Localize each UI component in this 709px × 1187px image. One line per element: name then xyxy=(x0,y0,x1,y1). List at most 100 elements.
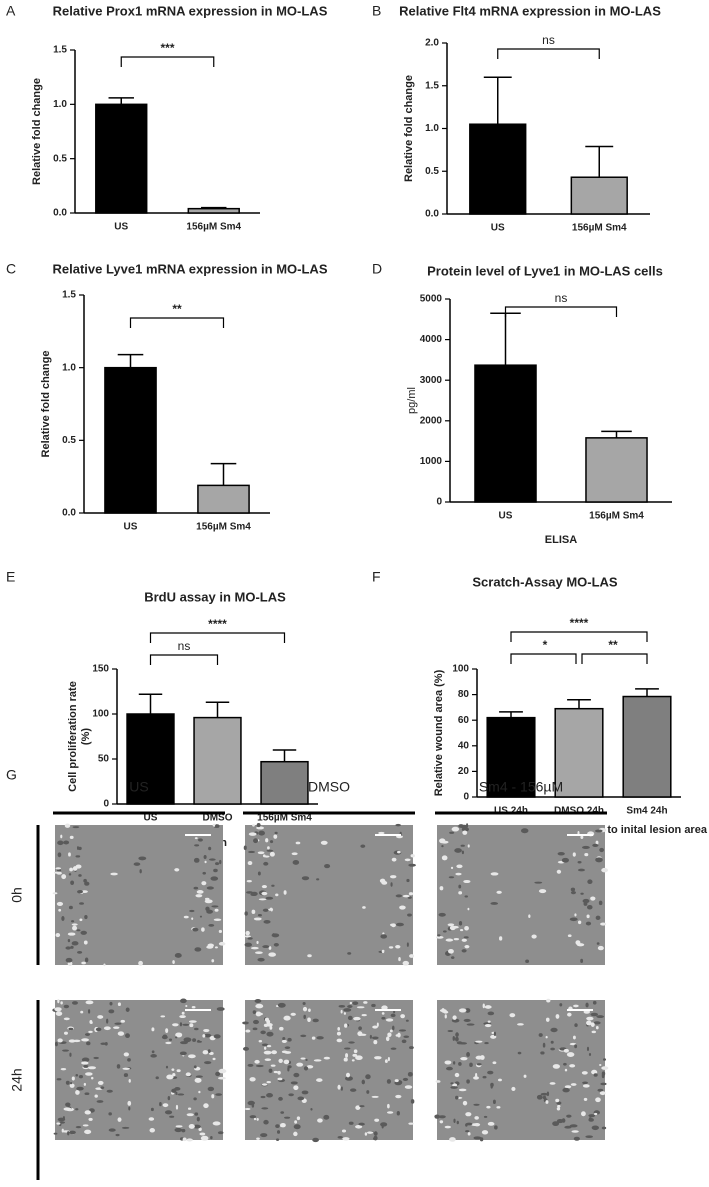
cell xyxy=(486,1105,491,1109)
cell xyxy=(56,1122,61,1125)
cell xyxy=(91,1076,94,1080)
cell xyxy=(83,1082,87,1086)
cell xyxy=(106,1089,113,1093)
bar xyxy=(622,695,672,798)
cell xyxy=(597,1088,604,1092)
cell xyxy=(296,1116,301,1121)
cell xyxy=(396,1111,400,1116)
cell xyxy=(252,1027,258,1031)
cell xyxy=(65,1102,71,1107)
cell xyxy=(284,1051,292,1054)
cell xyxy=(272,933,275,936)
cell xyxy=(592,1000,597,1005)
cell xyxy=(194,844,200,847)
cell xyxy=(189,909,195,913)
cell xyxy=(552,1121,560,1127)
x-tick-label: US xyxy=(491,223,505,234)
y-tick-label: 0.0 xyxy=(425,209,439,220)
cell xyxy=(139,869,142,874)
cell xyxy=(574,913,577,917)
cell xyxy=(83,940,88,945)
cell xyxy=(266,849,274,852)
cell xyxy=(347,952,352,955)
cell xyxy=(465,1123,468,1127)
cell xyxy=(564,1085,572,1089)
cell xyxy=(358,1026,362,1031)
cell xyxy=(81,1057,90,1063)
cell xyxy=(371,1095,379,1098)
cell xyxy=(580,958,584,964)
significance-bracket xyxy=(149,632,286,643)
panel-letter: C xyxy=(6,261,16,277)
cell xyxy=(458,1061,462,1066)
cell xyxy=(258,898,267,901)
cell xyxy=(79,918,83,922)
y-tick-label: 1000 xyxy=(420,456,443,467)
y-tick-label: 0.5 xyxy=(53,153,67,164)
cell xyxy=(97,1080,104,1085)
cell xyxy=(582,845,590,849)
cell xyxy=(165,1028,169,1033)
cell xyxy=(540,1092,549,1096)
chart-title: Relative Lyve1 mRNA expression in MO-LAS xyxy=(52,261,327,276)
micrograph xyxy=(435,823,608,965)
cell xyxy=(250,946,259,950)
cell xyxy=(266,1093,274,1098)
cell xyxy=(402,894,410,898)
cell xyxy=(117,1117,122,1122)
cell xyxy=(523,1074,527,1078)
y-axis-label: (%) xyxy=(80,728,92,745)
cell xyxy=(213,918,222,922)
cell xyxy=(198,1127,202,1132)
cell xyxy=(465,1112,472,1117)
cell xyxy=(361,1014,367,1017)
cell xyxy=(458,884,462,889)
y-tick-label: 5000 xyxy=(420,294,443,305)
cell xyxy=(117,1002,121,1007)
cell xyxy=(316,1036,324,1040)
cell xyxy=(340,1086,343,1091)
cell xyxy=(186,1113,194,1117)
error-bar xyxy=(601,430,632,438)
cell xyxy=(563,1062,567,1066)
cell xyxy=(180,998,187,1004)
cell xyxy=(352,1053,358,1057)
significance-bracket xyxy=(149,654,219,665)
cell xyxy=(85,1000,94,1005)
cell xyxy=(582,1081,588,1085)
cell xyxy=(474,1122,481,1127)
cell xyxy=(460,844,465,847)
cell xyxy=(374,1118,380,1122)
cell xyxy=(212,1121,221,1126)
cell xyxy=(103,963,106,967)
cell xyxy=(473,1103,480,1106)
cell xyxy=(525,959,530,963)
cell xyxy=(277,1002,286,1008)
cell xyxy=(562,1087,570,1093)
cell xyxy=(580,892,584,895)
cell xyxy=(577,861,582,864)
cell xyxy=(202,871,206,875)
bar xyxy=(260,760,309,805)
cell xyxy=(466,1052,470,1057)
error-bar xyxy=(490,312,521,366)
cell xyxy=(284,1046,291,1049)
cell xyxy=(469,1062,473,1067)
cell xyxy=(593,1112,598,1116)
significance-bracket xyxy=(510,653,577,664)
cell xyxy=(601,867,608,873)
cell xyxy=(88,1009,91,1014)
cell xyxy=(61,874,67,880)
cell xyxy=(274,831,278,835)
cell xyxy=(254,998,262,1004)
cell xyxy=(62,1116,65,1121)
cell xyxy=(434,1114,440,1119)
cell xyxy=(389,1029,393,1033)
cell xyxy=(386,1111,394,1114)
cell xyxy=(293,1085,299,1091)
cell xyxy=(186,1138,193,1142)
cell xyxy=(269,840,274,844)
cell xyxy=(555,1014,560,1019)
cell xyxy=(268,952,276,957)
cell xyxy=(63,1004,70,1009)
